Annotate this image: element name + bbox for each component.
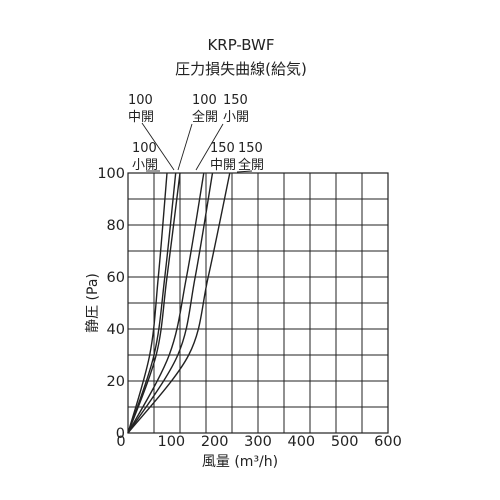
series-label-mode: 全開 bbox=[192, 109, 218, 125]
series-label-mode: 小開 bbox=[132, 158, 158, 173]
y-tick-label: 80 bbox=[107, 218, 125, 234]
y-tick-label: 40 bbox=[107, 322, 125, 338]
curve-series-6 bbox=[127, 172, 231, 434]
x-axis-label: 風量 (m³/h) bbox=[202, 454, 278, 470]
curves bbox=[127, 172, 231, 434]
series-leader-line bbox=[195, 123, 224, 171]
curve-series-1 bbox=[127, 172, 168, 434]
x-tick-labels: 0 100 200 300 400 500 600 bbox=[116, 434, 401, 450]
x-tick-label: 100 bbox=[157, 434, 185, 450]
y-tick-label: 60 bbox=[107, 270, 125, 286]
y-tick-label: 100 bbox=[97, 166, 125, 182]
y-tick-label: 0 bbox=[116, 426, 125, 442]
series-label-number: 100 bbox=[128, 93, 153, 108]
curve-series-5 bbox=[127, 172, 214, 434]
series-label-mode: 小開 bbox=[223, 110, 249, 125]
series-label-mode: 中開 bbox=[210, 158, 236, 173]
x-tick-label: 0 bbox=[116, 434, 125, 450]
x-tick-label: 500 bbox=[331, 434, 359, 450]
series-label-number: 150 bbox=[210, 141, 235, 156]
y-tick-labels: 0 20 40 60 80 100 bbox=[97, 166, 125, 442]
x-tick-label: 600 bbox=[374, 434, 402, 450]
curve-series-2 bbox=[127, 172, 177, 434]
series-label-number: 100 bbox=[132, 141, 157, 156]
y-tick-label: 20 bbox=[107, 374, 125, 390]
y-axis-label: 静圧 (Pa) bbox=[85, 273, 101, 333]
curve-series-3 bbox=[127, 172, 181, 434]
x-tick-label: 300 bbox=[244, 434, 272, 450]
grid-lines bbox=[128, 173, 388, 433]
series-label-number: 100 bbox=[192, 93, 217, 108]
series-leader-line bbox=[141, 122, 175, 171]
x-tick-label: 200 bbox=[201, 434, 229, 450]
series-label-number: 150 bbox=[223, 93, 248, 108]
curve-series-4 bbox=[127, 172, 205, 434]
x-tick-label: 400 bbox=[287, 434, 315, 450]
series-leader-line bbox=[177, 123, 193, 171]
series-label-mode: 全開 bbox=[238, 157, 264, 173]
series-label-number: 150 bbox=[238, 141, 263, 156]
series-leader-line bbox=[236, 170, 253, 173]
plot-frame bbox=[127, 172, 389, 434]
chart-title: KRP-BWF bbox=[207, 36, 274, 54]
series-label-mode: 中開 bbox=[128, 110, 154, 125]
chart-subtitle: 圧力損失曲線(給気) bbox=[175, 60, 307, 78]
